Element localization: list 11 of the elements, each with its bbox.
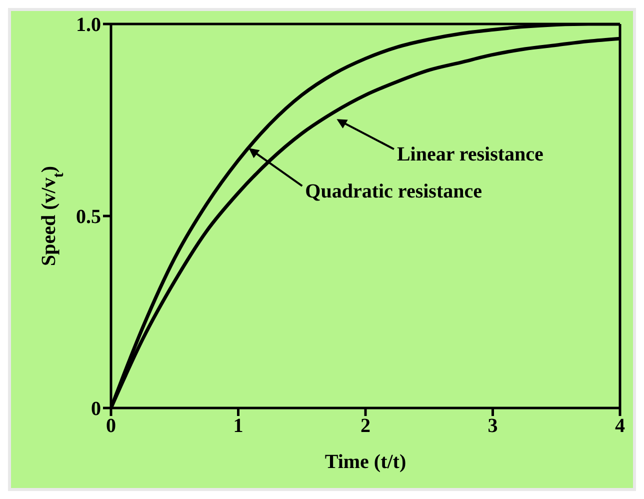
x-tick-label: 0 xyxy=(106,415,116,438)
x-tick-label: 2 xyxy=(360,415,370,438)
x-tick-label: 4 xyxy=(615,415,625,438)
annotation: Linear resistance xyxy=(396,144,544,166)
y-tick-label: 1.0 xyxy=(76,14,101,36)
x-tick-label: 3 xyxy=(488,415,498,438)
x-tick-label: 1 xyxy=(233,415,244,438)
y-tick-label: 0.5 xyxy=(76,206,101,228)
x-axis-title: Time (t/t) xyxy=(324,451,406,473)
y-tick-label: 0 xyxy=(91,398,101,420)
annotation: Quadratic resistance xyxy=(305,180,482,202)
